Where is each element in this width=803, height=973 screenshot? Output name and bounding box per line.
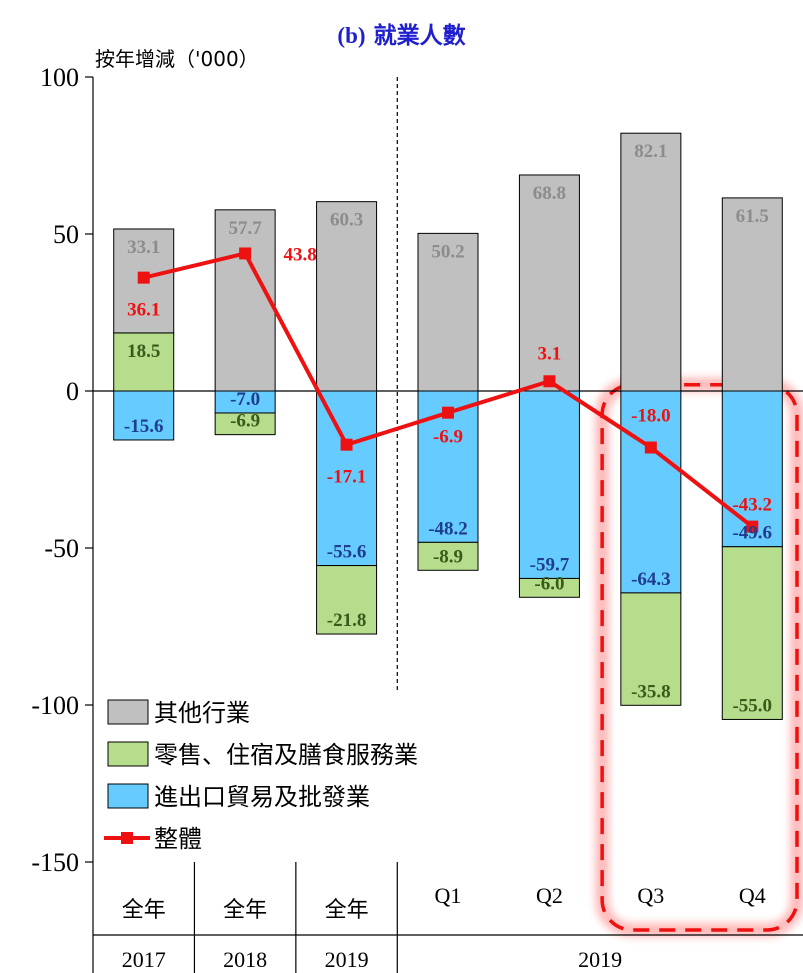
highlight-box [600, 382, 799, 932]
total-value-label: 3.1 [538, 343, 562, 364]
legend-marker-swatch [121, 832, 133, 844]
legend-label: 零售、住宿及膳食服務業 [154, 741, 418, 769]
y-tick-label: 100 [40, 63, 79, 92]
bar-segment [417, 232, 479, 392]
total-line-marker [644, 441, 657, 454]
total-value-label: -18.0 [631, 406, 671, 427]
y-tick-label: -50 [44, 534, 79, 563]
legend-swatch [107, 783, 149, 809]
bar-value-label: 60.3 [330, 210, 363, 231]
bar-segment [518, 577, 580, 598]
total-value-label: -17.1 [327, 467, 367, 488]
line-layer [137, 247, 759, 533]
x-axis-top-label: Q2 [536, 883, 563, 908]
legend-label: 整體 [154, 825, 202, 853]
total-line-marker [340, 438, 353, 451]
bar-value-label: 68.8 [533, 183, 566, 204]
x-axis-top-label: Q1 [435, 883, 462, 908]
legend-label: 進出口貿易及批發業 [154, 783, 370, 811]
bar-value-label: -55.6 [327, 542, 367, 563]
bar-value-label: -48.2 [428, 518, 468, 539]
total-line-marker [442, 406, 454, 419]
bar-segment [518, 174, 580, 392]
bar-value-label: -64.3 [631, 569, 671, 590]
total-value-label: 36.1 [127, 300, 160, 321]
highlight-layer [595, 377, 803, 937]
x-axis-bottom-label: 2019 [325, 947, 369, 972]
bar-segment [113, 390, 175, 441]
bar-value-label: -21.8 [327, 610, 367, 631]
x-axis-top-label: 全年 [325, 898, 369, 923]
bar-value-label: -6.9 [230, 411, 260, 432]
bar-value-label: -49.6 [732, 523, 772, 544]
y-tick-label: 50 [53, 220, 79, 249]
legend-swatch [107, 741, 149, 767]
bar-segment [620, 592, 682, 706]
bar-segment [518, 390, 580, 579]
x-axis-top-label: Q4 [739, 883, 766, 908]
x-axis-bottom-label: 2019 [578, 947, 622, 972]
x-axis-table: 全年 全年 全年 Q1 Q2 Q3 Q4 2017 2018 2019 2019 [92, 862, 803, 973]
bar-segment [721, 197, 783, 392]
bar-value-label: -59.7 [530, 554, 570, 575]
bar-value-label: 82.1 [634, 141, 667, 162]
y-tick-label: -150 [31, 848, 79, 877]
total-line-marker [746, 520, 759, 533]
total-value-label: 43.8 [284, 244, 317, 265]
chart-title-prefix: (b) [337, 23, 366, 48]
bar-segment [417, 541, 479, 571]
x-axis-top-label: Q3 [637, 883, 664, 908]
bar-value-label: -8.9 [433, 546, 463, 567]
chart-title-main: 就業人數 [373, 23, 466, 49]
bar-value-label: 61.5 [736, 206, 769, 227]
bar-value-label: -35.8 [631, 681, 671, 702]
bar-value-label: -6.0 [534, 573, 564, 594]
bar-segment [214, 412, 276, 436]
bar-segment [620, 132, 682, 392]
y-tick-label: 0 [66, 377, 79, 406]
x-axis-bottom-label: 2017 [122, 947, 166, 972]
total-line-marker [239, 247, 252, 260]
y-tick-label: -100 [31, 691, 79, 720]
total-line-marker [543, 375, 556, 388]
legend-swatch [107, 699, 149, 725]
bar-value-label: 18.5 [127, 341, 160, 362]
bar-value-label: -7.0 [230, 389, 260, 410]
x-axis-bottom-label: 2018 [223, 947, 267, 972]
bar-value-label: -55.0 [732, 695, 772, 716]
bar-segment [113, 332, 175, 392]
total-value-label: -43.2 [732, 495, 772, 516]
bar-value-label: 50.2 [431, 241, 464, 262]
bar-value-label: 57.7 [229, 218, 263, 239]
y-axis-unit-label: 按年增減（'000） [95, 47, 259, 71]
total-value-label: -6.9 [433, 427, 463, 448]
data-labels-layer: -15.618.533.1-7.0-6.957.7-55.6-21.860.3-… [124, 141, 772, 716]
bar-segment [316, 565, 378, 635]
bar-segment [316, 390, 378, 567]
bars-layer [113, 132, 783, 720]
bar-segment [620, 390, 682, 594]
legend-label: 其他行業 [154, 699, 250, 727]
chart-title: (b) 就業人數 [0, 16, 803, 50]
bar-segment [316, 201, 378, 392]
x-axis-top-label: 全年 [223, 898, 267, 923]
bar-value-label: -15.6 [124, 416, 164, 437]
bar-value-label: 33.1 [127, 237, 160, 258]
x-axis-top-label: 全年 [122, 898, 166, 923]
bar-segment [214, 209, 276, 392]
total-line-marker [137, 271, 150, 284]
bar-segment [721, 546, 783, 720]
